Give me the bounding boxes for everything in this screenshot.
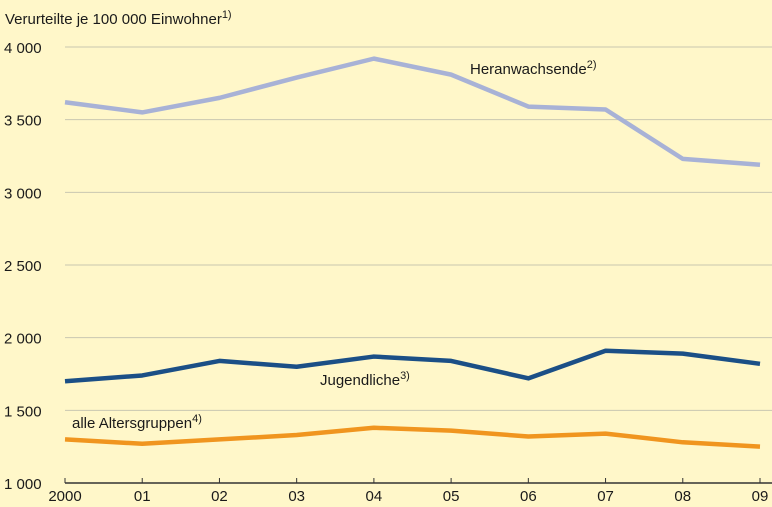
footnote-marker: 3): [400, 370, 410, 382]
footnote-marker: 4): [192, 413, 202, 425]
series-label: Jugendliche3): [320, 370, 410, 389]
y-axis-label: Verurteilte je 100 000 Einwohner1): [5, 9, 232, 28]
y-tick-label: 1 500: [4, 403, 42, 420]
x-tick-label: 05: [443, 488, 460, 505]
series-name: alle Altersgruppen: [72, 415, 192, 432]
series-line: [64, 56, 761, 167]
x-tick-label: 03: [288, 488, 305, 505]
x-tick-label: 08: [674, 488, 691, 505]
footnote-marker: 1): [222, 9, 232, 21]
series-label: alle Altersgruppen4): [72, 413, 202, 432]
y-tick-label: 3 500: [4, 113, 42, 130]
x-tick-label: 2000: [48, 488, 81, 505]
series-line: [64, 425, 761, 449]
x-tick-label: 06: [520, 488, 537, 505]
x-tick-label: 09: [752, 488, 769, 505]
y-tick-label: 4 000: [4, 40, 42, 57]
series-label: Heranwachsende2): [470, 59, 597, 78]
y-tick-label: 3 000: [4, 185, 42, 202]
x-tick-label: 01: [134, 488, 151, 505]
x-tick-label: 07: [597, 488, 614, 505]
y-tick-label: 1 000: [4, 476, 42, 493]
x-tick-label: 04: [366, 488, 383, 505]
footnote-marker: 2): [587, 59, 597, 71]
y-axis-label-text: Verurteilte je 100 000 Einwohner: [5, 11, 222, 28]
series-line: [64, 348, 761, 384]
series-name: Heranwachsende: [470, 61, 587, 78]
y-tick-label: 2 500: [4, 258, 42, 275]
x-tick-label: 02: [211, 488, 228, 505]
y-tick-label: 2 000: [4, 331, 42, 348]
series-name: Jugendliche: [320, 372, 400, 389]
